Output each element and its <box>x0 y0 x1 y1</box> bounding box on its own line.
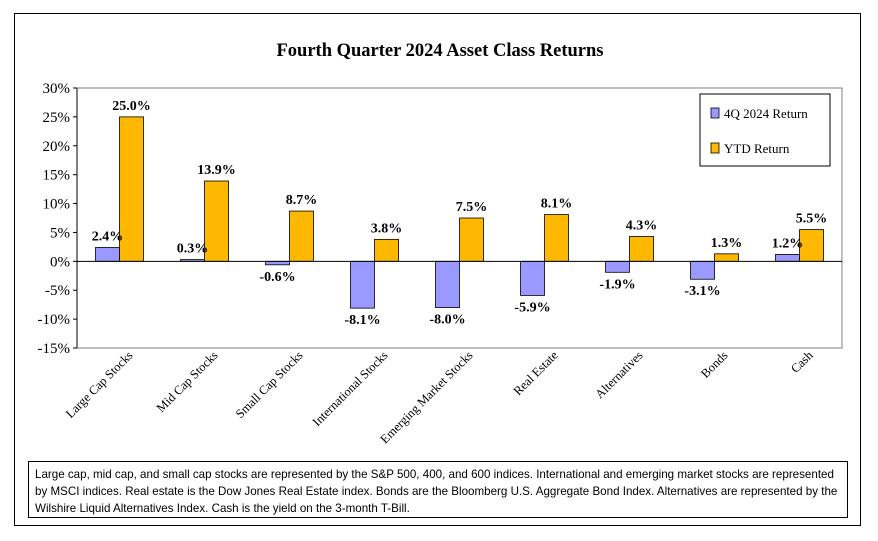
y-tick-label: 20% <box>43 139 71 155</box>
x-tick-label: Real Estate <box>511 348 561 398</box>
legend-box <box>699 93 831 167</box>
data-label-4q-6: -1.9% <box>599 277 635 292</box>
data-label-4q-1: 0.3% <box>177 242 209 257</box>
bar-ytd-3 <box>374 238 399 262</box>
data-label-ytd-4: 7.5% <box>456 200 488 215</box>
bar-4q-0 <box>95 247 120 262</box>
bar-ytd-2 <box>289 210 314 262</box>
y-tick-label: 30% <box>43 81 71 97</box>
data-label-4q-5: -5.9% <box>514 300 550 315</box>
x-tick-label: Mid Cap Stocks <box>154 348 221 415</box>
bar-4q-6 <box>605 260 630 273</box>
legend-label-ytd: YTD Return <box>724 141 790 156</box>
data-label-ytd-7: 1.3% <box>711 236 743 251</box>
legend-swatch-ytd <box>710 142 720 154</box>
data-label-4q-4: -8.0% <box>429 313 465 328</box>
x-tick-label: Emerging Market Stocks <box>378 348 476 446</box>
x-tick-label: Bonds <box>698 348 731 381</box>
x-axis-labels: Large Cap Stocks Mid Cap Stocks Small Cap … <box>63 348 816 447</box>
y-tick-label: 0% <box>50 254 70 270</box>
bars <box>77 116 842 309</box>
data-label-ytd-3: 3.8% <box>371 221 403 236</box>
x-tick-label: Cash <box>788 348 816 376</box>
bar-4q-7 <box>690 260 715 280</box>
x-tick-label: Alternatives <box>593 348 646 401</box>
data-label-4q-8: 1.2% <box>772 236 804 251</box>
bar-4q-4 <box>435 260 460 308</box>
bar-4q-5 <box>520 260 545 296</box>
bar-ytd-8 <box>799 229 824 262</box>
x-tick-label: International Stocks <box>310 348 391 429</box>
legend: 4Q 2024 Return YTD Return <box>699 93 831 167</box>
y-tick-label: -10% <box>38 312 71 328</box>
data-label-4q-2: -0.6% <box>259 270 295 285</box>
y-tick-label: 15% <box>43 168 71 184</box>
data-label-ytd-6: 4.3% <box>626 218 658 233</box>
legend-label-4q: 4Q 2024 Return <box>724 106 808 121</box>
y-tick-label: 25% <box>43 110 71 126</box>
y-tick-label: -15% <box>38 341 71 357</box>
bar-4q-8 <box>775 253 800 262</box>
y-axis: 30% 25% 20% 15% 10% 5% 0% -5% -10% -15% <box>38 81 78 357</box>
chart-title: Fourth Quarter 2024 Asset Class Returns <box>277 41 604 61</box>
bar-ytd-6 <box>629 236 654 262</box>
data-label-4q-7: -3.1% <box>684 284 720 299</box>
y-tick-label: 5% <box>50 225 70 241</box>
legend-swatch-4q <box>710 107 720 119</box>
bar-ytd-7 <box>714 253 739 262</box>
x-tick-label: Small Cap Stocks <box>233 348 306 421</box>
data-label-ytd-1: 13.9% <box>197 163 236 178</box>
footnote: Large cap, mid cap, and small cap stocks… <box>28 461 848 518</box>
bar-ytd-5 <box>544 214 569 262</box>
bar-ytd-1 <box>204 180 229 262</box>
data-label-ytd-5: 8.1% <box>541 197 573 212</box>
data-label-4q-0: 2.4% <box>92 229 124 244</box>
data-label-ytd-8: 5.5% <box>796 212 828 227</box>
y-tick-label: 10% <box>43 197 71 213</box>
bar-ytd-0 <box>119 116 144 262</box>
data-label-ytd-2: 8.7% <box>286 193 318 208</box>
bar-ytd-4 <box>459 217 484 262</box>
data-label-4q-3: -8.1% <box>344 313 380 328</box>
bar-4q-3 <box>350 260 375 309</box>
y-tick-label: -5% <box>45 283 70 299</box>
data-label-ytd-0: 25.0% <box>112 99 151 114</box>
data-labels: 2.4% 25.0% 0.3% 13.9% -0.6% 8.7% -8.1% 3.8% -8.0… <box>92 99 828 328</box>
x-tick-label: Large Cap Stocks <box>63 348 136 421</box>
bar-4q-2 <box>265 260 290 266</box>
